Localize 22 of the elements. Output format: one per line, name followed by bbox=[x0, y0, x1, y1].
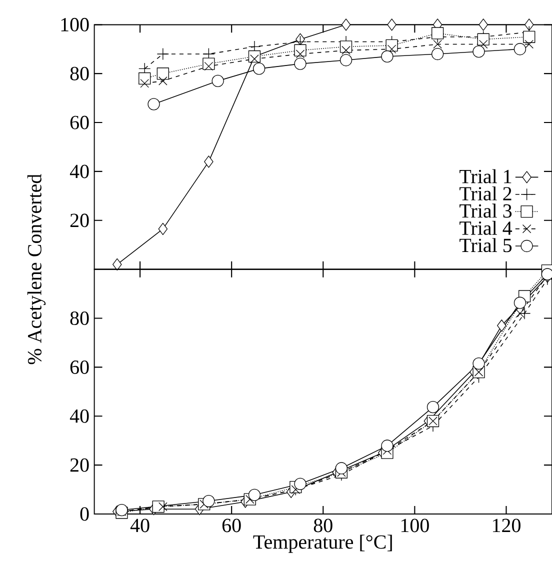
y-tick-label: 20 bbox=[70, 214, 89, 228]
x-axis-title: Temperature [°C] bbox=[253, 534, 392, 553]
legend-label: Trial 2 bbox=[460, 186, 512, 200]
legend-label: Trial 1 bbox=[460, 169, 512, 184]
y-tick-label: 80 bbox=[70, 66, 89, 80]
legend-label: Trial 4 bbox=[460, 220, 512, 235]
x-tick-label: 120 bbox=[492, 518, 520, 532]
x-tick-label: 80 bbox=[314, 518, 332, 532]
y-tick-label: 100 bbox=[61, 18, 89, 32]
y-tick-label: 20 bbox=[70, 458, 89, 472]
x-tick-label: 60 bbox=[222, 518, 241, 532]
y-tick-label: 60 bbox=[70, 360, 89, 374]
y-tick-label: 60 bbox=[70, 116, 89, 130]
y-tick-label: 40 bbox=[70, 409, 89, 423]
y-axis-title: % Acetylene Converted bbox=[27, 174, 46, 364]
x-tick-label: 100 bbox=[401, 518, 429, 532]
y-tick-label: 0 bbox=[80, 507, 89, 521]
y-tick-label: 80 bbox=[70, 312, 89, 326]
legend-label: Trial 5 bbox=[460, 238, 512, 252]
legend-label: Trial 3 bbox=[460, 204, 512, 218]
x-tick-label: 40 bbox=[130, 518, 150, 532]
y-tick-label: 40 bbox=[70, 164, 89, 178]
